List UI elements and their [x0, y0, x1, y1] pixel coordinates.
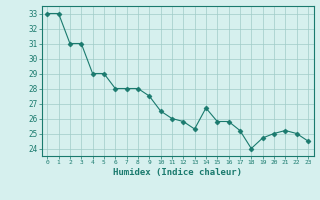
X-axis label: Humidex (Indice chaleur): Humidex (Indice chaleur): [113, 168, 242, 177]
